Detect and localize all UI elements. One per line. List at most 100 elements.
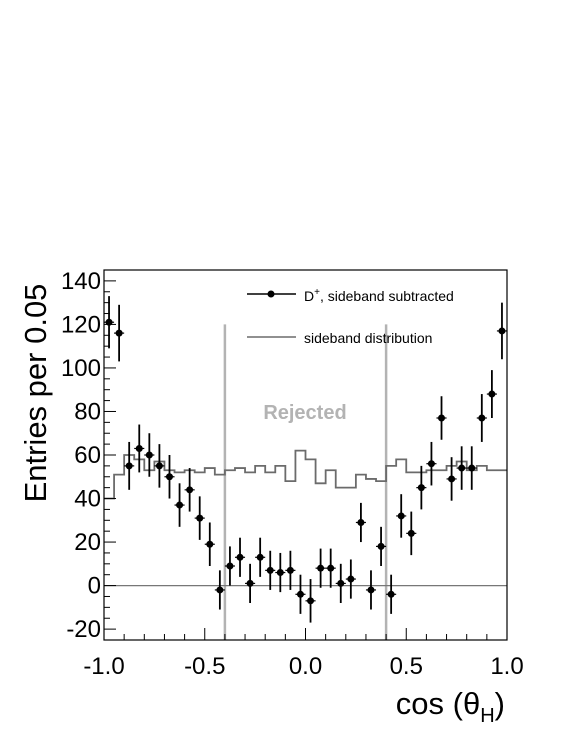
sideband-histogram [104, 449, 507, 500]
point-marker [155, 462, 163, 470]
point-marker [327, 564, 335, 572]
y-tick-label: 120 [61, 311, 101, 338]
point-marker [256, 553, 264, 561]
data-point [114, 304, 125, 362]
data-point [255, 537, 266, 577]
point-marker [307, 597, 315, 605]
point-marker [337, 579, 345, 587]
data-point [476, 394, 487, 442]
point-marker [206, 540, 214, 548]
data-point [154, 444, 165, 488]
point-marker [226, 562, 234, 570]
legend: D+, sideband subtracted sideband distrib… [247, 287, 454, 346]
data-point [325, 548, 336, 588]
point-marker [186, 486, 194, 494]
point-marker [246, 579, 254, 587]
data-point [275, 552, 286, 593]
data-point [124, 441, 135, 490]
data-point [396, 494, 407, 538]
x-axis-label-close: ) [495, 686, 505, 721]
point-marker [387, 590, 395, 598]
data-point [436, 396, 447, 440]
y-axis-ticks: -20 0 20 40 60 80 100 120 140 [61, 268, 116, 643]
x-tick-label: 0.5 [390, 653, 423, 680]
data-point [245, 563, 256, 603]
legend-step-label: sideband distribution [304, 330, 432, 346]
data-point [426, 441, 437, 486]
point-marker [347, 575, 355, 583]
data-point [355, 502, 366, 543]
data-point [466, 446, 477, 490]
point-marker [427, 460, 435, 468]
y-tick-label: 20 [74, 529, 101, 556]
data-point [305, 579, 316, 623]
sideband-step-line [104, 449, 507, 500]
point-marker [317, 564, 325, 572]
point-marker [498, 327, 506, 335]
data-point [496, 302, 507, 360]
x-axis-label: cos (θH) [396, 686, 505, 727]
data-point [365, 570, 377, 610]
signal-data-points [104, 296, 507, 623]
point-marker [407, 529, 415, 537]
point-marker [488, 390, 496, 398]
point-marker [397, 512, 405, 520]
y-tick-label: 80 [74, 398, 101, 425]
data-point [446, 457, 457, 501]
data-point [134, 424, 145, 473]
point-marker [468, 464, 476, 472]
x-axis-ticks: -1.0 -0.5 0.0 0.5 1.0 [83, 628, 524, 680]
point-marker [135, 444, 143, 452]
point-marker [176, 501, 184, 509]
x-tick-label: -1.0 [83, 653, 124, 680]
point-marker [145, 451, 153, 459]
data-point [376, 526, 387, 566]
point-marker [458, 464, 466, 472]
point-marker [367, 586, 375, 594]
x-axis-label-sub: H [480, 705, 494, 727]
data-point [224, 546, 235, 586]
point-marker [478, 414, 486, 422]
point-marker [377, 542, 385, 550]
data-point [486, 370, 497, 418]
data-point [174, 483, 185, 527]
data-point [406, 511, 417, 556]
legend-points-main: D [304, 288, 314, 304]
point-marker [196, 514, 204, 522]
x-tick-label: 1.0 [490, 653, 523, 680]
data-point [204, 522, 215, 566]
point-marker [216, 586, 224, 594]
legend-points-sup: + [314, 287, 320, 298]
y-tick-label: 0 [88, 573, 101, 600]
data-point [335, 563, 346, 603]
y-tick-label: 60 [74, 442, 101, 469]
data-point [234, 537, 246, 577]
data-point [386, 574, 397, 614]
y-tick-label: 40 [74, 486, 101, 513]
point-marker [357, 518, 365, 526]
point-marker [165, 473, 173, 481]
data-point [214, 570, 225, 610]
point-marker [276, 569, 284, 577]
data-point [194, 496, 205, 540]
legend-points-label: D+, sideband subtracted [304, 287, 454, 304]
data-point [416, 465, 427, 510]
point-marker [296, 590, 304, 598]
data-point [315, 548, 326, 588]
data-point [104, 296, 115, 349]
y-tick-label: 100 [61, 355, 101, 382]
point-marker [115, 329, 123, 337]
legend-points-marker [267, 290, 275, 298]
point-marker [286, 566, 294, 574]
point-marker [417, 484, 425, 492]
point-marker [236, 553, 244, 561]
x-tick-label: 0.0 [289, 653, 322, 680]
point-marker [438, 414, 446, 422]
data-point [164, 455, 175, 499]
data-point [345, 559, 356, 599]
rejection-cut-lines [223, 324, 388, 640]
data-point [265, 550, 276, 590]
point-marker [266, 566, 274, 574]
rejected-annotation: Rejected [263, 402, 346, 424]
